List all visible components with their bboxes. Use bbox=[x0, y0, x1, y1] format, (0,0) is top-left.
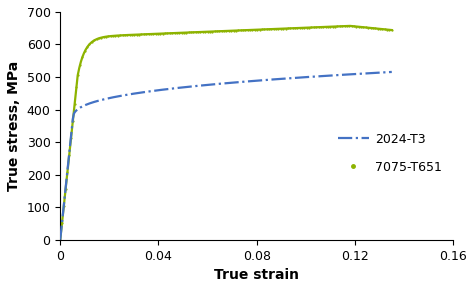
Legend: 2024-T3, 7075-T651: 2024-T3, 7075-T651 bbox=[333, 128, 447, 179]
X-axis label: True strain: True strain bbox=[214, 268, 299, 282]
Y-axis label: True stress, MPa: True stress, MPa bbox=[7, 61, 21, 191]
